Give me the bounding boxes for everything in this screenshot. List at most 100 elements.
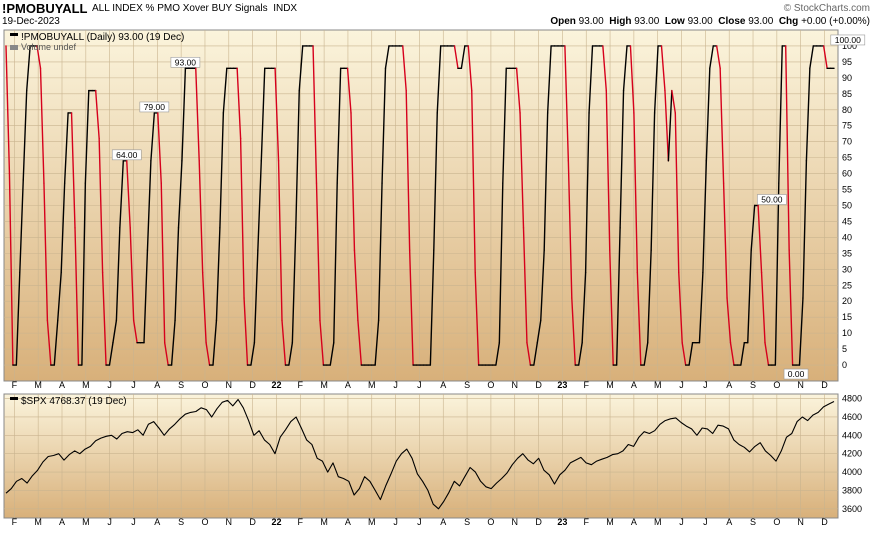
pmo-line-segment xyxy=(333,182,338,344)
pmo-line-segment xyxy=(350,112,356,251)
pmo-line-segment xyxy=(295,89,300,229)
x-tick-label: N xyxy=(797,517,804,527)
pmo-line-segment xyxy=(584,112,590,274)
x-tick-label: F xyxy=(12,380,18,390)
watermark: © StockCharts.com xyxy=(783,3,870,14)
pmo-line-segment xyxy=(698,271,704,344)
x-tick-label: M xyxy=(606,517,614,527)
x-tick-label: A xyxy=(345,380,351,390)
x-tick-label: F xyxy=(12,517,18,527)
pmo-line-segment xyxy=(222,67,228,114)
pmo-line-segment xyxy=(615,227,621,366)
legend-text: $SPX 4768.37 (19 Dec) xyxy=(21,396,127,407)
pmo-line-segment xyxy=(126,160,131,229)
y-tick-label: 25 xyxy=(842,280,852,290)
pmo-line-segment xyxy=(315,182,321,322)
pmo-line-segment xyxy=(291,227,297,344)
value-label: 50.00 xyxy=(761,195,783,205)
pmo-line-segment xyxy=(43,182,49,322)
x-tick-label: S xyxy=(464,380,470,390)
y-tick-label: 4400 xyxy=(842,430,862,440)
value-label-box xyxy=(757,194,787,205)
pmo-line-segment xyxy=(374,319,380,366)
pmo-line-segment xyxy=(98,137,104,274)
pmo-line-segment xyxy=(239,137,245,299)
pmo-line-segment xyxy=(588,45,594,114)
x-tick-label: J xyxy=(131,380,136,390)
volume-icon xyxy=(10,45,18,50)
pmo-line-segment xyxy=(174,227,180,322)
pmo-line-segment xyxy=(636,271,642,366)
pmo-line-segment xyxy=(215,227,221,322)
y-tick-label: 4000 xyxy=(842,467,862,477)
y-tick-label: 4600 xyxy=(842,412,862,422)
pmo-line-segment xyxy=(181,67,187,162)
pmo-line-segment xyxy=(788,249,794,366)
pmo-line-segment xyxy=(115,227,121,322)
value-label: 64.00 xyxy=(116,150,138,160)
pmo-line-segment xyxy=(716,45,721,69)
x-tick-label: D xyxy=(821,517,828,527)
pmo-line-segment xyxy=(467,45,473,92)
spx-plot-area xyxy=(3,393,839,519)
value-label: 0.00 xyxy=(788,369,805,379)
pmo-line-segment xyxy=(809,45,814,69)
pmo-line-segment xyxy=(805,67,811,162)
pmo-line-segment xyxy=(353,249,359,322)
pmo-line-segment xyxy=(526,342,532,366)
pmo-line-segment xyxy=(667,89,673,162)
x-tick-label: J xyxy=(393,517,398,527)
pmo-line-segment xyxy=(653,45,659,114)
pmo-line-segment xyxy=(460,45,466,69)
pmo-line-segment xyxy=(571,297,576,366)
x-tick-label: N xyxy=(226,380,233,390)
x-tick-label: M xyxy=(82,380,90,390)
y-tick-label: 65 xyxy=(842,153,852,163)
pmo-line-segment xyxy=(681,342,687,366)
pmo-line-segment xyxy=(578,342,583,366)
pmo-line-segment xyxy=(257,160,262,251)
low-label: Low xyxy=(664,16,685,27)
x-tick-label: D xyxy=(249,517,256,527)
x-tick-label: J xyxy=(679,517,684,527)
pmo-line-segment xyxy=(702,160,708,274)
x-tick-label: 22 xyxy=(271,517,281,527)
pmo-line-segment xyxy=(143,249,149,344)
x-tick-label: A xyxy=(59,517,65,527)
value-label-box xyxy=(783,368,809,380)
value-label: 93.00 xyxy=(175,57,197,67)
pmo-line-segment xyxy=(163,342,169,366)
pmo-line-segment xyxy=(250,342,256,366)
x-tick-label: A xyxy=(631,380,637,390)
pmo-line-segment xyxy=(129,227,135,322)
pmo-line-segment xyxy=(150,112,156,162)
x-tick-label: A xyxy=(59,380,65,390)
pmo-line-segment xyxy=(643,342,649,366)
value-label-box xyxy=(111,149,142,161)
pmo-line-segment xyxy=(546,45,552,114)
high-value: 93.00 xyxy=(634,16,660,27)
value-label: 79.00 xyxy=(144,102,166,112)
y-tick-label: 10 xyxy=(842,328,852,338)
legend-swatch xyxy=(10,33,18,36)
x-tick-label: J xyxy=(679,380,684,390)
pmo-line-segment xyxy=(346,67,352,114)
pmo-line-segment xyxy=(729,342,735,366)
pmo-line-segment xyxy=(622,45,628,92)
x-tick-label: M xyxy=(320,380,328,390)
pmo-line-segment xyxy=(495,342,501,366)
pmo-line-segment xyxy=(260,67,266,162)
pmo-line-segment xyxy=(802,160,808,299)
x-tick-label: O xyxy=(201,517,208,527)
pmo-line-segment xyxy=(5,45,11,175)
open-label: Open xyxy=(550,16,576,27)
x-tick-label: A xyxy=(154,380,160,390)
x-tick-label: J xyxy=(393,380,398,390)
pmo-line-segment xyxy=(112,319,118,344)
pmo-line-segment xyxy=(822,45,828,69)
pmo-line-segment xyxy=(522,227,528,344)
pmo-line-segment xyxy=(8,172,14,366)
x-tick-label: O xyxy=(773,380,780,390)
pmo-line-segment xyxy=(46,319,52,366)
